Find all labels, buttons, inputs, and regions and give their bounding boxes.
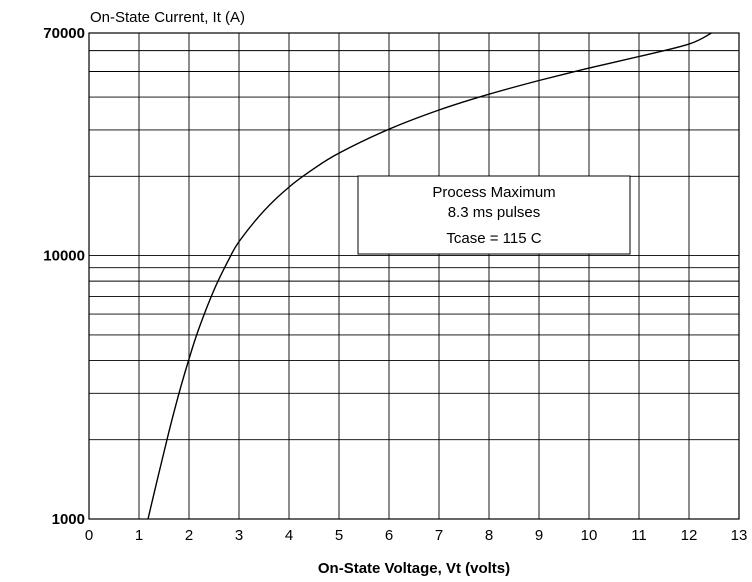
- annotation-line-2: 8.3 ms pulses: [448, 204, 541, 221]
- x-tick-label: 13: [731, 527, 748, 544]
- x-tick-label: 4: [285, 527, 293, 544]
- x-tick-label: 5: [335, 527, 343, 544]
- x-axis-label: On-State Voltage, Vt (volts): [318, 560, 510, 577]
- series-curve: [148, 33, 712, 519]
- x-tick-label: 11: [631, 527, 647, 544]
- x-tick-label: 12: [681, 527, 698, 544]
- y-tick-label: 70000: [43, 25, 85, 42]
- x-tick-label: 8: [485, 527, 493, 544]
- annotation-line-3: Tcase = 115 C: [446, 230, 541, 247]
- x-axis-ticks: 0 1 2 3 4 5 6 7 8 9 10 11 12 13: [85, 527, 748, 544]
- x-tick-label: 7: [435, 527, 443, 544]
- x-tick-label: 0: [85, 527, 93, 544]
- chart-title: On-State Current, It (A): [90, 9, 245, 26]
- x-tick-label: 2: [185, 527, 193, 544]
- plot-frame: [89, 33, 739, 519]
- x-tick-label: 3: [235, 527, 243, 544]
- y-axis-ticks: 1000 10000 70000: [43, 25, 85, 528]
- annotation-box: Process Maximum 8.3 ms pulses Tcase = 11…: [358, 176, 630, 254]
- annotation-line-1: Process Maximum: [432, 184, 555, 201]
- grid: [89, 33, 739, 519]
- y-tick-label: 10000: [43, 248, 85, 265]
- y-tick-label: 1000: [52, 511, 85, 528]
- x-tick-label: 9: [535, 527, 543, 544]
- x-tick-label: 1: [135, 527, 143, 544]
- x-tick-label: 10: [581, 527, 598, 544]
- x-tick-label: 6: [385, 527, 393, 544]
